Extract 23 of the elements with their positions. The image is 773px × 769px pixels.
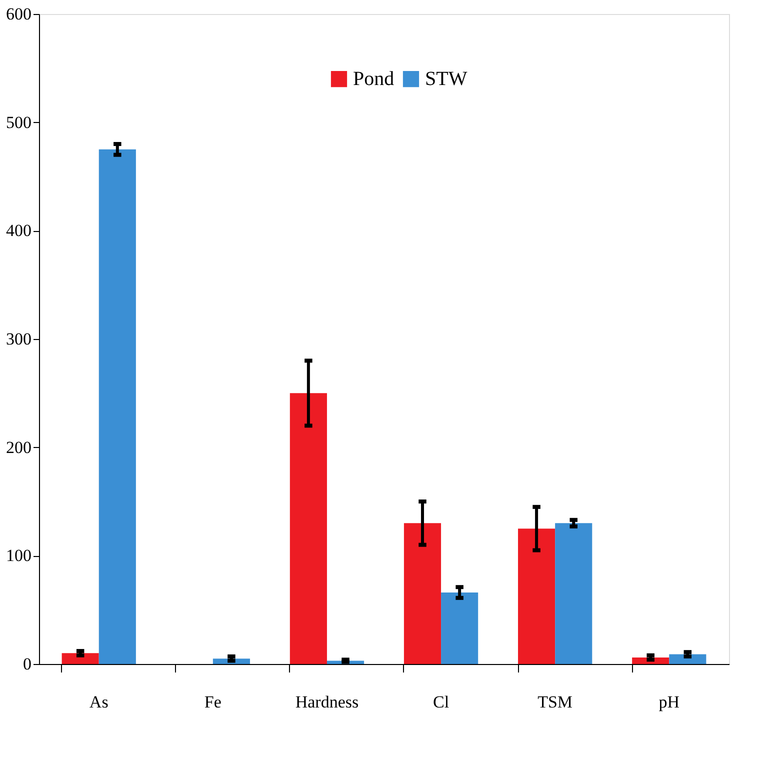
y-tick-label: 100 <box>6 546 32 566</box>
bar <box>555 523 592 664</box>
bar <box>98 149 136 664</box>
bar <box>62 653 99 664</box>
bar <box>404 523 442 664</box>
y-tick-label: 400 <box>6 221 32 240</box>
x-tick-label: Cl <box>432 692 450 712</box>
legend-label: Pond <box>353 68 394 90</box>
y-tick-label: 500 <box>6 112 32 132</box>
x-tick-label: As <box>89 692 108 712</box>
x-tick-label: Fe <box>204 692 222 712</box>
y-tick-label: 600 <box>6 4 32 24</box>
y-tick-label: 300 <box>6 330 32 348</box>
bar <box>669 654 706 664</box>
x-tick-label: pH <box>658 692 680 712</box>
legend-label: STW <box>425 68 468 90</box>
y-tick-label: 0 <box>23 654 32 674</box>
bar <box>518 528 556 664</box>
bar <box>441 592 478 664</box>
bar <box>290 393 327 664</box>
y-tick-label: 200 <box>6 438 32 457</box>
x-tick-label: TSM <box>538 692 573 712</box>
x-tick-label: Hardness <box>295 692 359 712</box>
